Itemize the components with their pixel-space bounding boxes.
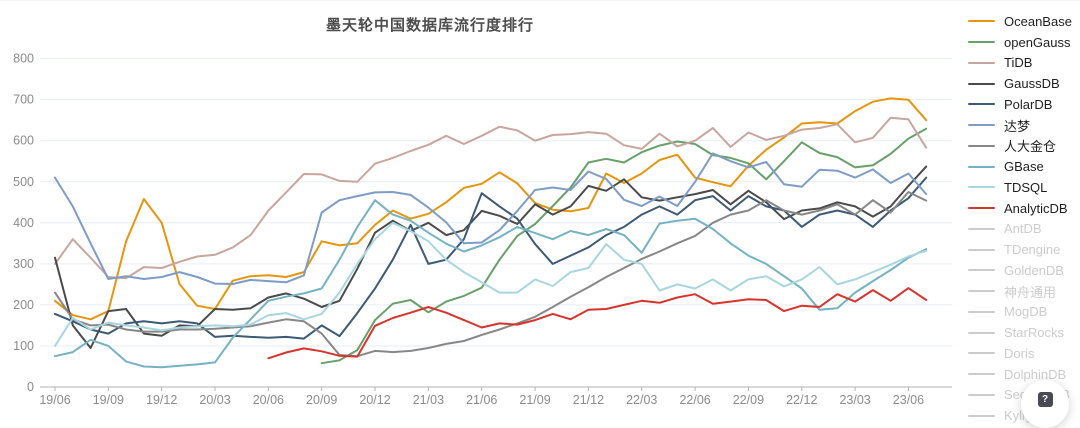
- legend-swatch-gbase: [968, 165, 995, 168]
- legend-item-gaussdb[interactable]: GaussDB: [968, 73, 1076, 94]
- legend-label-renda-jincang: 人大金仓: [1004, 139, 1057, 155]
- x-tick-label: 22/12: [786, 393, 817, 407]
- y-tick-label: 200: [13, 298, 34, 312]
- legend-label-shenzhou-tongyong: 神舟通用: [1004, 284, 1057, 300]
- legend-label-doris: Doris: [1004, 345, 1035, 361]
- x-tick-label: 20/09: [306, 393, 337, 407]
- series-line-oceanbase: [54, 97, 928, 321]
- chart-title: 墨天轮中国数据库流行度排行: [325, 17, 534, 34]
- legend-swatch-dolphindb: [968, 373, 995, 376]
- legend-swatch-tidb: [968, 61, 995, 64]
- legend-swatch-dameng: [968, 124, 995, 127]
- x-tick-label: 21/03: [413, 393, 444, 407]
- legend-swatch-mogdb: [968, 310, 995, 313]
- series-line-opengauss: [320, 127, 928, 365]
- legend-item-polardb[interactable]: PolarDB: [968, 94, 1076, 115]
- series-line-polardb: [54, 176, 928, 340]
- legend-swatch-analyticdb: [968, 207, 995, 210]
- legend-swatch-oceanbase: [968, 20, 995, 23]
- legend-label-goldendb: GoldenDB: [1004, 262, 1064, 278]
- legend-item-oceanbase[interactable]: OceanBase: [968, 11, 1076, 32]
- y-tick-label: 300: [13, 257, 34, 271]
- series-line-dameng: [54, 152, 928, 285]
- legend-item-doris[interactable]: Doris: [968, 343, 1076, 364]
- legend-label-gaussdb: GaussDB: [1004, 76, 1060, 92]
- legend-item-mogdb[interactable]: MogDB: [968, 302, 1076, 323]
- chart-legend: OceanBase openGauss TiDB GaussDB PolarDB 达梦人大…: [968, 11, 1076, 426]
- y-tick-label: 600: [13, 134, 34, 148]
- legend-swatch-renda-jincang: [968, 144, 995, 147]
- legend-swatch-tdsql: [968, 186, 995, 189]
- series-line-renda-jincang: [54, 191, 928, 358]
- y-tick-label: 700: [13, 93, 34, 107]
- legend-item-antdb[interactable]: AntDB: [968, 219, 1076, 240]
- series-line-gaussdb: [54, 165, 928, 349]
- legend-item-shenzhou-tongyong[interactable]: 神舟通用: [968, 281, 1076, 302]
- y-tick-label: 400: [13, 216, 34, 230]
- legend-swatch-opengauss: [968, 41, 995, 44]
- legend-label-dolphindb: DolphinDB: [1004, 366, 1067, 382]
- legend-item-tdsql[interactable]: TDSQL: [968, 177, 1076, 198]
- x-tick-label: 21/12: [573, 393, 604, 407]
- y-tick-label: 500: [13, 175, 34, 189]
- legend-label-tdsql: TDSQL: [1004, 179, 1048, 195]
- legend-item-gbase[interactable]: GBase: [968, 156, 1076, 177]
- legend-item-analyticdb[interactable]: AnalyticDB: [968, 198, 1076, 219]
- x-tick-label: 23/06: [893, 393, 924, 407]
- legend-swatch-shenzhou-tongyong: [968, 290, 995, 293]
- legend-item-tdengine[interactable]: TDengine: [968, 239, 1076, 260]
- legend-item-dameng[interactable]: 达梦: [968, 115, 1076, 136]
- legend-label-tidb: TiDB: [1004, 55, 1033, 71]
- legend-swatch-tdengine: [968, 248, 995, 251]
- legend-swatch-kyligence: [968, 414, 995, 417]
- popularity-line-chart: 0 100 200 300 400 500 600 700 800 19/06 19/09 19/12…: [13, 52, 952, 407]
- help-button[interactable]: ?: [1021, 380, 1069, 428]
- legend-label-oceanbase: OceanBase: [1004, 13, 1072, 29]
- y-tick-label: 0: [27, 380, 34, 394]
- x-tick-label: 22/03: [626, 393, 657, 407]
- x-tick-label: 21/06: [466, 393, 497, 407]
- legend-label-gbase: GBase: [1004, 159, 1044, 175]
- series-line-gbase: [54, 199, 928, 369]
- x-tick-label: 19/12: [146, 393, 177, 407]
- legend-item-starrocks[interactable]: StarRocks: [968, 322, 1076, 343]
- x-tick-label: 20/06: [253, 393, 284, 407]
- legend-swatch-starrocks: [968, 331, 995, 334]
- legend-item-opengauss[interactable]: openGauss: [968, 32, 1076, 53]
- legend-item-dolphindb[interactable]: DolphinDB: [968, 364, 1076, 385]
- legend-label-polardb: PolarDB: [1004, 96, 1053, 112]
- y-tick-label: 100: [13, 339, 34, 353]
- x-tick-label: 22/06: [679, 393, 710, 407]
- x-tick-label: 22/09: [733, 393, 764, 407]
- legend-label-starrocks: StarRocks: [1004, 325, 1064, 341]
- legend-label-antdb: AntDB: [1004, 221, 1042, 237]
- legend-swatch-doris: [968, 352, 995, 355]
- series-line-tdsql: [54, 221, 928, 347]
- x-tick-label: 23/03: [839, 393, 870, 407]
- y-tick-label: 800: [13, 52, 34, 66]
- legend-swatch-goldendb: [968, 269, 995, 272]
- x-tick-label: 19/06: [39, 393, 70, 407]
- x-tick-label: 20/03: [199, 393, 230, 407]
- legend-swatch-antdb: [968, 227, 995, 230]
- legend-label-opengauss: openGauss: [1004, 34, 1071, 50]
- legend-item-renda-jincang[interactable]: 人大金仓: [968, 136, 1076, 157]
- legend-label-mogdb: MogDB: [1004, 304, 1048, 320]
- x-tick-label: 19/09: [93, 393, 124, 407]
- legend-swatch-polardb: [968, 103, 995, 106]
- legend-swatch-sequoiadb: [968, 393, 995, 396]
- series-line-tidb: [54, 116, 928, 280]
- legend-swatch-gaussdb: [968, 82, 995, 85]
- series-line-analyticdb: [267, 287, 928, 360]
- legend-item-goldendb[interactable]: GoldenDB: [968, 260, 1076, 281]
- legend-label-analyticdb: AnalyticDB: [1004, 200, 1068, 216]
- legend-label-tdengine: TDengine: [1004, 242, 1061, 258]
- legend-item-tidb[interactable]: TiDB: [968, 53, 1076, 74]
- x-tick-label: 20/12: [359, 393, 390, 407]
- legend-label-dameng: 达梦: [1004, 118, 1031, 134]
- question-mark-icon: ?: [1037, 392, 1053, 407]
- x-tick-label: 21/09: [519, 393, 550, 407]
